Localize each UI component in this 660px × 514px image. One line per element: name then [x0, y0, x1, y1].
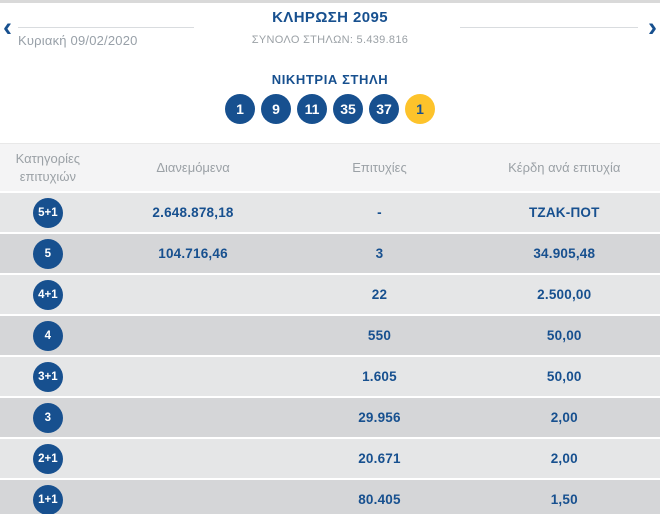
table-row: 4+1 22 2.500,00	[0, 275, 660, 314]
header-prize: Κέρδη ανά επιτυχία	[508, 159, 621, 175]
table-row: 5+1 2.648.878,18 - ΤΖΑΚ-ΠΟΤ	[0, 193, 660, 232]
total-columns-label: ΣΥΝΟΛΟ ΣΤΗΛΩΝ: 5.439.816	[251, 34, 409, 46]
prev-draw-info: Κυριακή 09/02/2020	[18, 27, 194, 48]
prev-draw-chevron-icon[interactable]: ‹	[3, 12, 12, 42]
table-row: 3+1 1.605 50,00	[0, 357, 660, 396]
hits-value: 3	[375, 246, 384, 261]
prize-value: 34.905,48	[533, 246, 596, 261]
prize-value: 50,00	[546, 328, 582, 343]
divider-line	[18, 27, 194, 28]
header-category: Κατηγορίες επιτυχιών	[15, 150, 81, 184]
prize-value: 2.500,00	[537, 287, 592, 302]
hits-value: 550	[367, 328, 392, 343]
hits-value: -	[377, 205, 382, 220]
table-body: 5+1 2.648.878,18 - ΤΖΑΚ-ΠΟΤ 5 104.716,46…	[0, 193, 660, 514]
header-hits: Επιτυχίες	[352, 159, 407, 175]
winning-number-ball: 1	[225, 94, 255, 124]
prize-value: ΤΖΑΚ-ΠΟΤ	[528, 205, 600, 220]
table-row: 4 550 50,00	[0, 316, 660, 355]
distributed-value: 2.648.878,18	[152, 205, 234, 220]
table-row: 2+1 20.671 2,00	[0, 439, 660, 478]
hits-value: 20.671	[358, 451, 401, 466]
prize-value: 2,00	[550, 410, 578, 425]
category-badge: 4+1	[32, 279, 63, 310]
top-divider	[0, 0, 660, 3]
prize-value: 2,00	[550, 451, 578, 466]
winning-column-title: ΝΙΚΗΤΡΙΑ ΣΤΗΛΗ	[271, 72, 389, 87]
bonus-number-ball: 1	[405, 94, 435, 124]
winning-numbers: 1 9 11 35 37 1	[0, 94, 660, 124]
category-badge: 5+1	[32, 197, 63, 228]
winning-number-ball: 35	[333, 94, 363, 124]
table-row: 3 29.956 2,00	[0, 398, 660, 437]
table-row: 5 104.716,46 3 34.905,48	[0, 234, 660, 273]
winning-number-ball: 9	[261, 94, 291, 124]
divider-line	[460, 27, 638, 28]
hits-value: 29.956	[358, 410, 401, 425]
winning-number-ball: 11	[297, 94, 327, 124]
category-badge: 2+1	[32, 443, 63, 474]
category-badge: 1+1	[32, 484, 63, 514]
winning-column-section: ΝΙΚΗΤΡΙΑ ΣΤΗΛΗ 1 9 11 35 37 1	[0, 72, 660, 124]
category-badge: 3	[32, 402, 63, 433]
prize-value: 1,50	[550, 492, 578, 507]
category-badge: 3+1	[32, 361, 63, 392]
current-draw: ΚΛΗΡΩΣΗ 2095 ΣΥΝΟΛΟ ΣΤΗΛΩΝ: 5.439.816	[252, 9, 408, 46]
draw-navigation: ‹ Κυριακή 09/02/2020 ΚΛΗΡΩΣΗ 2095 ΣΥΝΟΛΟ…	[0, 0, 660, 62]
next-draw-info	[460, 27, 638, 28]
table-row: 1+1 80.405 1,50	[0, 480, 660, 514]
draw-title: ΚΛΗΡΩΣΗ 2095	[272, 9, 388, 26]
next-draw-chevron-icon[interactable]: ›	[648, 12, 657, 42]
winning-number-ball: 37	[369, 94, 399, 124]
prize-value: 50,00	[546, 369, 582, 384]
draw-date: Κυριακή 09/02/2020	[18, 33, 138, 48]
category-badge: 4	[32, 320, 63, 351]
header-distributed: Διανεμόμενα	[156, 159, 230, 175]
distributed-value: 104.716,46	[158, 246, 228, 261]
prize-table: Κατηγορίες επιτυχιών Διανεμόμενα Επιτυχί…	[0, 143, 660, 514]
hits-value: 22	[371, 287, 388, 302]
hits-value: 1.605	[362, 369, 397, 384]
hits-value: 80.405	[358, 492, 401, 507]
table-header: Κατηγορίες επιτυχιών Διανεμόμενα Επιτυχί…	[0, 143, 660, 191]
category-badge: 5	[32, 238, 63, 269]
